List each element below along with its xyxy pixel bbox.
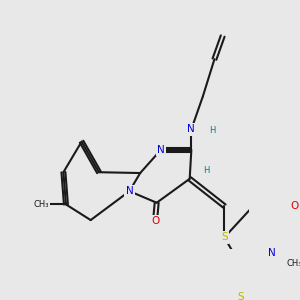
Text: N: N [157,145,165,155]
Text: CH₃: CH₃ [33,200,49,209]
Text: CH₃: CH₃ [287,259,300,268]
Text: O: O [151,216,159,226]
Text: S: S [238,292,244,300]
Text: H: H [203,166,209,175]
Text: N: N [268,248,276,258]
Text: N: N [126,186,133,196]
Text: O: O [290,201,298,211]
Text: N: N [188,124,195,134]
Text: H: H [209,126,215,135]
Text: S: S [221,232,228,242]
